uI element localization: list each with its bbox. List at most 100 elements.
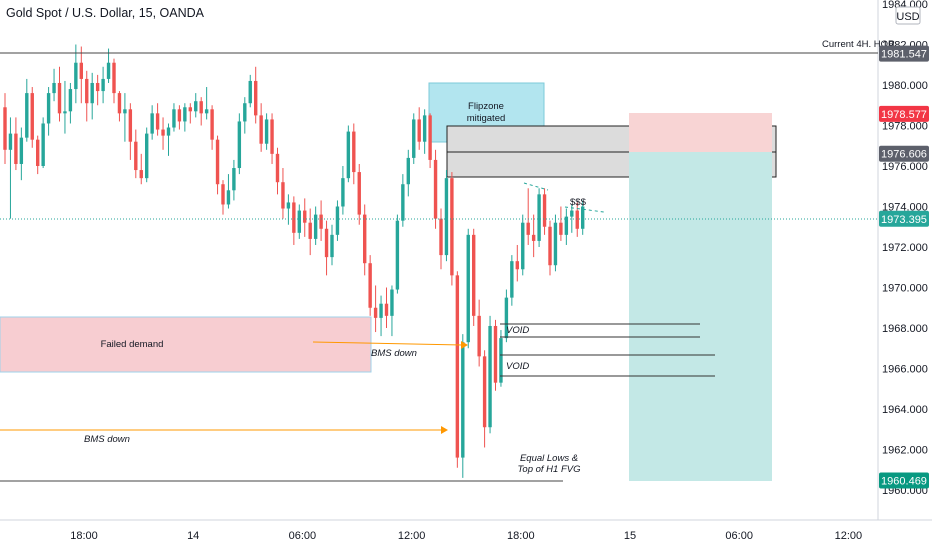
candle-body — [564, 216, 569, 235]
candle — [433, 149, 438, 229]
x-tick-label: 18:00 — [507, 530, 535, 542]
candle — [559, 206, 563, 241]
candle — [401, 174, 405, 227]
candle-body — [412, 119, 416, 158]
candle — [264, 113, 269, 150]
candle — [537, 188, 541, 247]
candle-body — [248, 80, 252, 104]
candle — [14, 117, 18, 171]
candle — [46, 87, 51, 136]
bms-arrow-2-head — [441, 426, 448, 434]
candle-body — [406, 157, 410, 185]
price-tag-label: 1978.577 — [881, 109, 927, 121]
currency-label: USD — [896, 11, 919, 23]
candle-body — [172, 109, 176, 128]
candle-body — [270, 119, 274, 154]
candle-body — [52, 82, 56, 94]
candle-body — [395, 220, 400, 290]
candle-body — [19, 137, 24, 164]
candle-body — [25, 93, 29, 138]
candle — [297, 204, 301, 239]
candle — [106, 48, 111, 83]
candle — [243, 97, 247, 134]
candle — [52, 68, 56, 102]
candle — [564, 208, 569, 245]
candle — [444, 170, 449, 262]
candle-body — [194, 101, 198, 112]
candle — [363, 204, 367, 276]
candle-body — [542, 194, 547, 227]
candle — [281, 168, 285, 219]
candle-body — [493, 325, 498, 383]
candle-body — [390, 289, 394, 316]
candle — [384, 287, 389, 328]
currency-box[interactable] — [895, 6, 921, 25]
candle-body — [275, 153, 280, 183]
price-tag-bg — [879, 472, 929, 489]
candle-body — [373, 307, 378, 318]
candle — [90, 72, 94, 120]
candle — [341, 166, 345, 215]
candle — [57, 66, 62, 122]
candle — [194, 93, 198, 118]
candle-body — [553, 222, 558, 266]
candle-body — [226, 190, 231, 205]
candle-body — [308, 222, 312, 239]
candle-body — [352, 131, 356, 173]
candle — [123, 93, 127, 142]
candle-body — [112, 62, 116, 94]
candle — [254, 66, 258, 124]
candle-body — [134, 141, 138, 171]
price-axis-bg — [878, 0, 932, 550]
candle — [422, 109, 427, 154]
candle-body — [106, 62, 111, 79]
candle-body — [85, 78, 89, 104]
candle-body — [243, 103, 247, 122]
candle — [308, 208, 312, 256]
equal-highs-1 — [523, 182, 549, 191]
candle-body — [297, 210, 301, 233]
candle-body — [521, 222, 525, 270]
candle-body — [363, 214, 367, 264]
bms-down-label-1: BMS down — [371, 348, 417, 359]
flipzone-label-2: mitigated — [467, 113, 506, 124]
candle-body — [324, 228, 329, 258]
bms-down-label-2: BMS down — [84, 434, 130, 445]
candle — [548, 220, 552, 276]
candle — [128, 103, 133, 160]
equal-lows-label-2: Top of H1 FVG — [517, 464, 580, 475]
price-tag-label: 1973.395 — [881, 214, 927, 226]
candle — [150, 105, 154, 140]
price-tag-label: 1960.469 — [881, 476, 927, 488]
candle — [368, 255, 372, 316]
bms-arrow-1-head — [461, 341, 468, 349]
candle — [19, 127, 24, 181]
price-tag: 1973.395 — [879, 210, 929, 227]
y-tick-label: 1964.000 — [882, 404, 928, 416]
candle — [204, 87, 209, 120]
candle — [455, 271, 460, 468]
candle-body — [319, 214, 323, 229]
x-tick-label: 06:00 — [289, 530, 317, 542]
candle-body — [101, 78, 105, 92]
candle — [74, 44, 78, 104]
candle-body — [341, 178, 345, 207]
take-profit-zone — [629, 152, 772, 481]
candle-body — [57, 82, 62, 114]
y-tick-label: 1962.000 — [882, 445, 928, 457]
candle — [30, 87, 34, 148]
candle-body — [455, 275, 460, 458]
candle — [515, 244, 519, 282]
candle-body — [232, 168, 236, 191]
chart-title: Gold Spot / U.S. Dollar, 15, OANDA — [6, 6, 204, 20]
x-tick-label: 12:00 — [398, 530, 426, 542]
equal-highs-2 — [564, 206, 605, 213]
candle-body — [166, 127, 171, 136]
price-tag: 1960.469 — [879, 472, 929, 489]
candle — [395, 214, 400, 294]
candle — [521, 214, 525, 276]
hor-label: Current 4H. HOR — [822, 39, 895, 50]
candle — [379, 295, 383, 337]
candle — [488, 315, 492, 434]
